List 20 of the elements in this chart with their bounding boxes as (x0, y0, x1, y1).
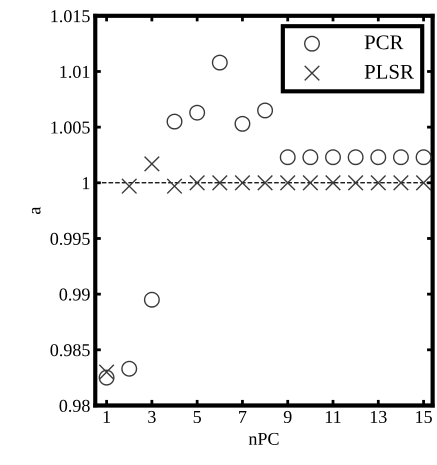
y-tick-label: 0.99 (59, 288, 90, 301)
legend-label: PCR (364, 35, 404, 50)
y-tick-label: 1.015 (51, 10, 90, 22)
y-axis-title: a (32, 206, 41, 214)
legend-label: PLSR (364, 64, 414, 79)
x-tick-label: 13 (370, 410, 387, 424)
x-tick-label: 3 (148, 410, 156, 424)
y-tick-label: 0.98 (59, 400, 90, 412)
y-tick-label: 1 (82, 177, 90, 190)
x-tick-label: 1 (104, 410, 110, 423)
y-tick-label: 1.005 (51, 121, 90, 134)
x-tick-label: 5 (194, 411, 201, 424)
y-tick-label: 1.01 (60, 66, 90, 78)
x-tick-label: 7 (239, 411, 246, 423)
y-tick-label: 0.985 (50, 344, 90, 356)
x-tick-label: 11 (326, 410, 341, 423)
x-axis-title: nPC (248, 432, 279, 445)
y-tick-label: 0.995 (50, 232, 90, 245)
x-tick-label: 15 (416, 410, 432, 424)
x-tick-label: 9 (284, 410, 292, 424)
